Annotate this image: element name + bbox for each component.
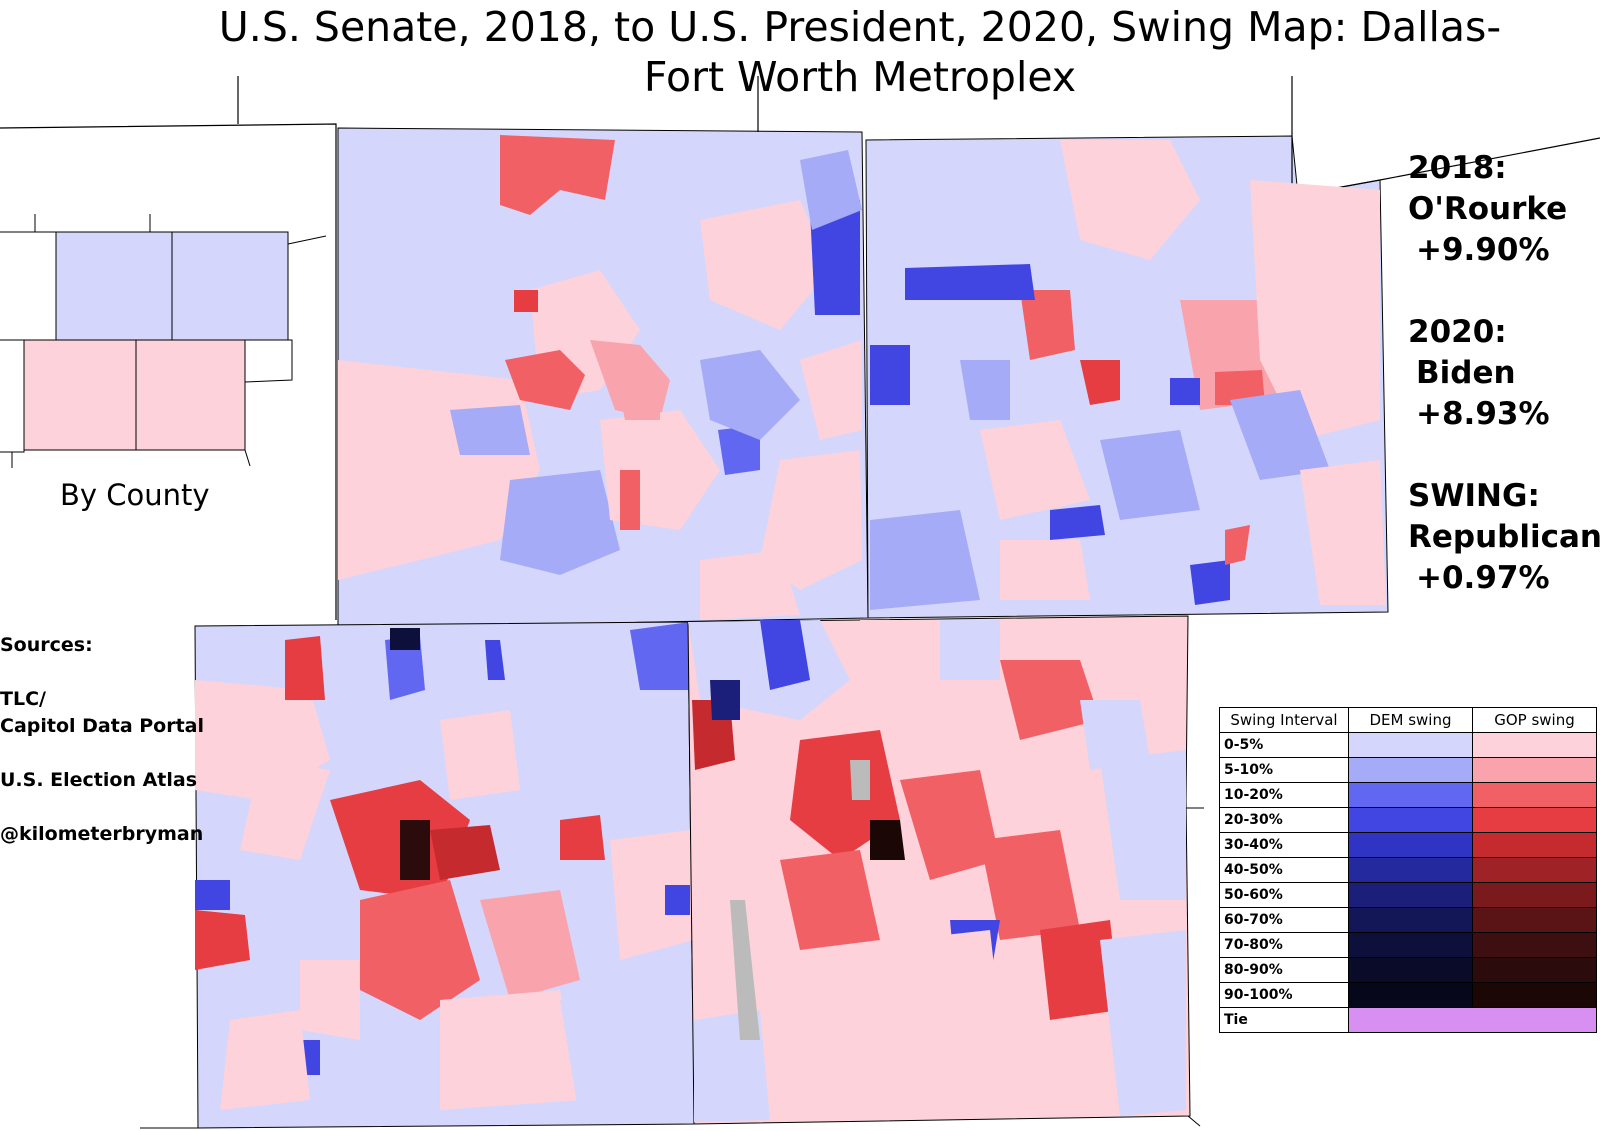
source-line: @kilometerbryman [0,823,204,845]
year-2020-candidate: Biden [1416,355,1516,391]
legend-row: 60-70% [1219,907,1597,933]
legend-interval-label: 40-50% [1219,857,1349,883]
legend-dem-swatch [1348,757,1473,783]
legend-interval-label: 70-80% [1219,932,1349,958]
legend-dem-swatch [1348,732,1473,758]
source-line: TLC/ [0,688,46,710]
legend-row: 40-50% [1219,857,1597,883]
inset-label: By County [60,478,210,512]
legend-row: 20-30% [1219,807,1597,833]
legend-dem-swatch [1348,982,1473,1008]
legend-gop-swatch [1472,807,1597,833]
legend-row: 50-60% [1219,882,1597,908]
legend-dem-swatch [1348,907,1473,933]
county-dallas [135,339,246,451]
legend-gop-swatch [1472,832,1597,858]
dallas-county-precincts [687,615,1191,1125]
legend-header-dem: DEM swing [1348,707,1473,733]
year-2018-label: 2018: [1408,150,1507,186]
legend-row: 0-5% [1219,732,1597,758]
legend-gop-swatch [1472,957,1597,983]
legend-gop-swatch [1472,732,1597,758]
legend-dem-swatch [1348,932,1473,958]
legend-dem-swatch [1348,832,1473,858]
swing-legend: Swing Interval DEM swing GOP swing 0-5% 5… [1219,707,1597,1033]
source-line: Capitol Data Portal [0,715,205,737]
legend-interval-label: 5-10% [1219,757,1349,783]
source-line: U.S. Election Atlas [0,769,198,791]
year-2020-label: 2020: [1408,314,1507,350]
legend-row: 80-90% [1219,957,1597,983]
legend-interval-label: 20-30% [1219,807,1349,833]
map-title: U.S. Senate, 2018, to U.S. President, 20… [218,3,1502,101]
legend-dem-swatch [1348,857,1473,883]
sources-block: Sources: TLC/ Capitol Data Portal U.S. E… [0,632,204,848]
collin-county-precincts [865,76,1600,619]
legend-dem-swatch [1348,807,1473,833]
county-denton [55,231,173,341]
year-2018-candidate: O'Rourke [1408,191,1568,227]
legend-interval-label: 60-70% [1219,907,1349,933]
year-2018-margin: +9.90% [1416,232,1550,268]
sources-heading: Sources: [0,634,93,656]
swing-label: SWING: [1408,478,1540,514]
legend-gop-swatch [1472,982,1597,1008]
legend-interval-label: 0-5% [1219,732,1349,758]
legend-interval-label: 30-40% [1219,832,1349,858]
legend-gop-swatch [1472,907,1597,933]
results-summary: 2018: O'Rourke +9.90% 2020: Biden +8.93%… [1408,148,1600,599]
swing-margin: +0.97% [1416,560,1550,596]
legend-row: 30-40% [1219,832,1597,858]
legend-interval-label: 90-100% [1219,982,1349,1008]
legend-row: 5-10% [1219,757,1597,783]
legend-gop-swatch [1472,857,1597,883]
tarrant-county-precincts [194,621,695,1129]
year-2020-margin: +8.93% [1416,396,1550,432]
legend-row: 90-100% [1219,982,1597,1008]
legend-row: 10-20% [1219,782,1597,808]
legend-row: 70-80% [1219,932,1597,958]
legend-interval-label: Tie [1219,1007,1349,1033]
legend-header-gop: GOP swing [1472,707,1597,733]
legend-dem-swatch [1348,782,1473,808]
legend-interval-label: 80-90% [1219,957,1349,983]
denton-county-precincts [337,127,869,629]
legend-gop-swatch [1472,782,1597,808]
county-inset [0,76,337,620]
legend-interval-label: 50-60% [1219,882,1349,908]
legend-gop-swatch [1472,932,1597,958]
legend-header-interval: Swing Interval [1219,707,1349,733]
swing-party: Republican [1408,519,1600,555]
county-tarrant [23,339,137,451]
legend-gop-swatch [1472,882,1597,908]
legend-gop-swatch [1472,757,1597,783]
legend-interval-label: 10-20% [1219,782,1349,808]
county-collin [171,231,289,341]
legend-tie-swatch [1348,1007,1597,1033]
legend-dem-swatch [1348,882,1473,908]
legend-row: Tie [1219,1007,1597,1033]
legend-dem-swatch [1348,957,1473,983]
